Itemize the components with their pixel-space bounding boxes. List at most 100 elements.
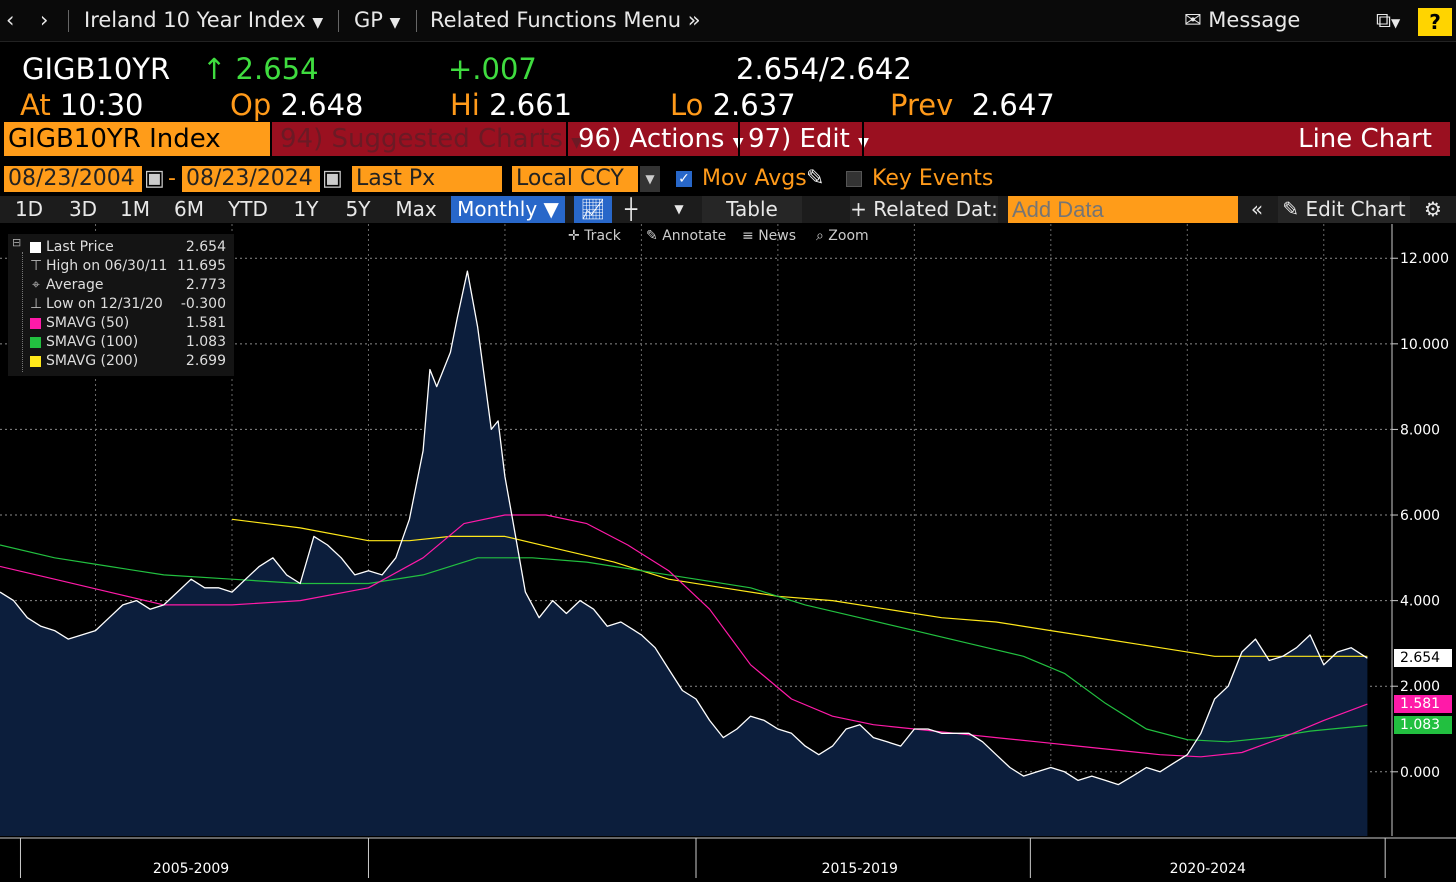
zoom-tool[interactable]: ⌕ Zoom [816, 228, 869, 244]
high-value: 2.661 [489, 88, 573, 122]
time-value: 10:30 [59, 88, 144, 122]
end-date-input[interactable]: 08/23/2024 [182, 166, 320, 192]
nav-separator [68, 10, 69, 32]
bar-chart-icon[interactable]: ┼ [624, 197, 638, 221]
legend-label: Average [46, 277, 104, 293]
security-menu[interactable]: Ireland 10 Year Index ▼ [84, 8, 323, 32]
legend-row[interactable]: ⌖ Average 2.773 [8, 276, 234, 295]
plus-icon: + [850, 197, 867, 221]
last-price: ↑ 2.654 [202, 52, 319, 86]
x-tick-label: 2020-2024 [1170, 861, 1246, 877]
period-ytd-button[interactable]: YTD [228, 197, 268, 221]
legend-label: High on 06/30/11 [46, 258, 168, 274]
open-label: Op [230, 88, 272, 122]
currency-select[interactable]: Local CCY [512, 166, 638, 192]
price-chart[interactable]: 0.000 2.000 4.000 6.000 8.000 10.000 12.000 200… [0, 224, 1456, 882]
period-5y-button[interactable]: 5Y [345, 197, 371, 221]
field-select[interactable]: Last Px [352, 166, 502, 192]
last-value-tag: 2.654 [1394, 649, 1452, 668]
help-button[interactable]: ? [1418, 8, 1452, 36]
key-events-checkbox[interactable] [846, 171, 862, 187]
suggested-charts-menu[interactable]: 94) Suggested Charts ▼ [280, 124, 583, 154]
nav-separator [338, 10, 339, 32]
function-bar-separator [738, 122, 740, 156]
period-max-button[interactable]: Max [395, 197, 437, 221]
period-1d-button[interactable]: 1D [14, 197, 44, 221]
y-tick-label: 0.000 [1400, 765, 1440, 781]
legend-value: 2.699 [185, 353, 226, 369]
crosshair-icon: ✛ [568, 228, 580, 244]
legend-collapse-icon[interactable]: ⊟ [12, 236, 22, 249]
function-bar-separator [566, 122, 568, 156]
news-icon: ≡ [742, 228, 754, 244]
track-label: Track [584, 228, 621, 244]
legend-row[interactable]: ⊥ Low on 12/31/20 -0.300 [8, 295, 234, 314]
calendar-icon[interactable]: ▣ [144, 166, 165, 191]
annotate-tool[interactable]: ✎ Annotate [646, 228, 726, 244]
start-date-input[interactable]: 08/23/2004 [4, 166, 142, 192]
collapse-icon[interactable]: « [1250, 197, 1264, 221]
frequency-select[interactable]: Monthly ▼ [451, 196, 565, 223]
sma200-line [231, 518, 1368, 657]
period-6m-button[interactable]: 6M [174, 197, 204, 221]
frequency-label: Monthly [457, 197, 538, 221]
legend-row[interactable]: ⊤ High on 06/30/11 11.695 [8, 257, 234, 276]
chart-type-title: Line Chart [1298, 124, 1432, 154]
chart-type-chevron-icon[interactable]: ▼ [674, 202, 684, 216]
edit-menu[interactable]: 97) Edit ▼ [748, 122, 869, 160]
mov-avgs-checkbox[interactable]: ✓ [676, 171, 692, 187]
magnifier-icon: ⌕ [816, 228, 824, 244]
suggested-charts-label: 94) Suggested Charts [280, 124, 563, 154]
legend-row[interactable]: SMAVG (200) 2.699 [8, 352, 234, 371]
prev-field: Prev 2.647 [890, 88, 1055, 122]
legend-swatch [30, 356, 41, 367]
legend-swatch [30, 318, 41, 329]
back-arrow-icon[interactable]: ‹ [6, 8, 15, 32]
security-box[interactable]: GIGB10YR Index [4, 122, 270, 156]
legend-row[interactable]: Last Price 2.654 [8, 238, 234, 257]
open-value: 2.648 [280, 88, 364, 122]
y-tick-label: 10.000 [1400, 337, 1449, 353]
period-1y-button[interactable]: 1Y [293, 197, 319, 221]
function-menu[interactable]: GP ▼ [354, 8, 400, 32]
legend-value: 2.773 [185, 277, 226, 293]
line-chart-icon[interactable]: 📈︎ [574, 196, 612, 223]
related-data-label: Related Dat: [873, 197, 998, 221]
pencil-icon: ✎ [646, 228, 658, 244]
last-value-tag: 1.581 [1394, 695, 1452, 714]
edit-chart-button[interactable]: ✎ Edit Chart [1278, 196, 1410, 223]
add-data-input[interactable] [1008, 196, 1238, 223]
legend-row[interactable]: SMAVG (50) 1.581 [8, 314, 234, 333]
low-field: Lo 2.637 [670, 88, 796, 122]
track-tool[interactable]: ✛ Track [568, 228, 621, 244]
news-label: News [758, 228, 797, 244]
forward-arrow-icon[interactable]: › [40, 8, 49, 32]
legend-tree-line [22, 252, 23, 372]
legend-row[interactable]: SMAVG (100) 1.083 [8, 333, 234, 352]
legend-value: 1.083 [185, 334, 226, 350]
chart-legend[interactable]: ⊟ Last Price 2.654 ⊤ High on 06/30/11 11.695… [8, 234, 234, 376]
related-functions-menu[interactable]: Related Functions Menu » [430, 8, 701, 32]
period-3d-button[interactable]: 3D [68, 197, 98, 221]
pencil-icon[interactable]: ✎ [806, 166, 825, 191]
calendar-icon[interactable]: ▣ [322, 166, 343, 191]
message-label: Message [1208, 8, 1301, 32]
currency-dropdown-chevron-icon[interactable]: ▼ [640, 166, 660, 192]
period-1m-button[interactable]: 1M [120, 197, 150, 221]
message-button[interactable]: ✉ Message [1184, 8, 1300, 32]
envelope-icon: ✉ [1184, 8, 1202, 32]
actions-menu[interactable]: 96) Actions ▼ [578, 122, 744, 160]
prev-value: 2.647 [971, 88, 1055, 122]
nav-separator [416, 10, 417, 32]
window-menu-icon[interactable]: ⧉▼ [1376, 8, 1401, 32]
news-tool[interactable]: ≡ News [742, 228, 796, 244]
chevron-down-icon: ▼ [312, 15, 324, 31]
time-label: At [20, 88, 51, 122]
table-button[interactable]: Table [702, 196, 802, 223]
top-nav-bar: ‹ › Ireland 10 Year Index ▼ GP ▼ Related… [0, 0, 1456, 42]
y-tick-label: 2.000 [1400, 679, 1440, 695]
low-value: 2.637 [712, 88, 796, 122]
related-data-button[interactable]: + Related Dat: [850, 196, 998, 223]
gear-icon[interactable]: ⚙ [1424, 197, 1442, 221]
high-label: Hi [450, 88, 480, 122]
